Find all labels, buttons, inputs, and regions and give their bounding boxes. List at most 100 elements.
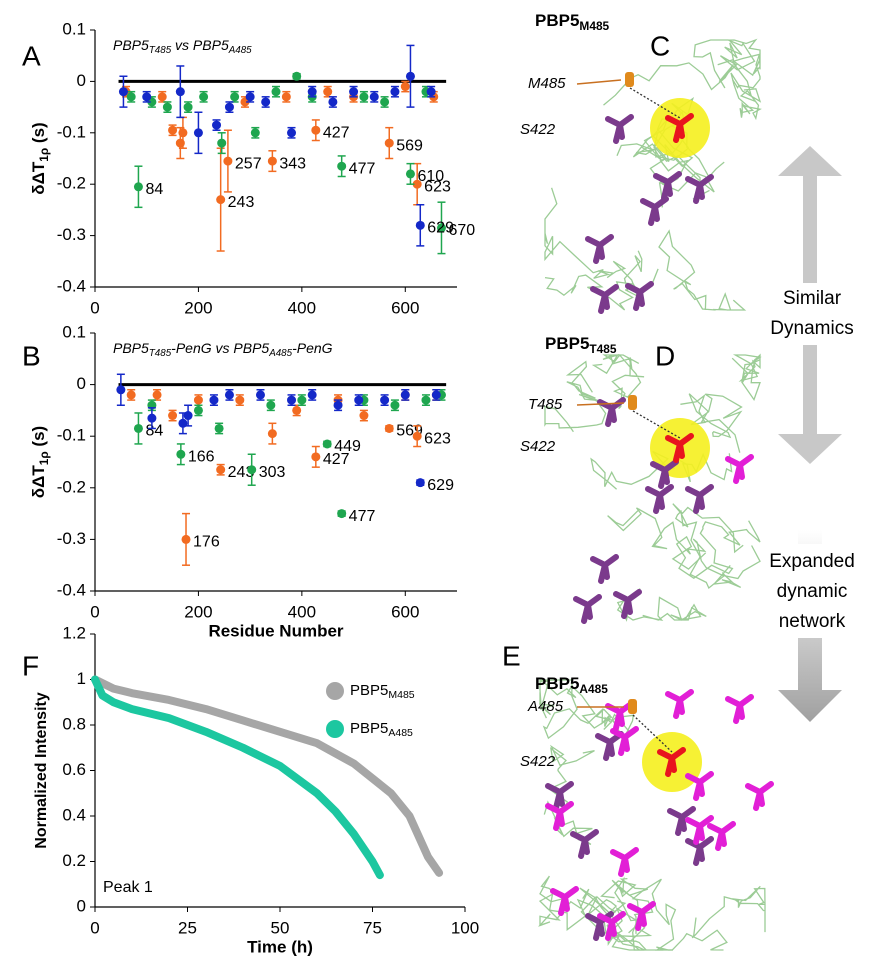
mutant-label: M485 bbox=[528, 75, 566, 92]
data-point bbox=[267, 156, 277, 166]
data-point bbox=[152, 390, 162, 400]
data-point bbox=[261, 97, 271, 107]
data-point bbox=[390, 87, 400, 97]
residue-stick bbox=[658, 467, 668, 489]
text-part: T485 bbox=[589, 342, 616, 356]
data-point bbox=[287, 128, 297, 138]
point-label: 449 bbox=[334, 438, 361, 455]
residue-stick bbox=[618, 734, 628, 756]
residue-stick bbox=[653, 492, 663, 514]
data-point bbox=[126, 92, 136, 102]
note-text: Similar bbox=[783, 288, 842, 309]
data-point bbox=[354, 395, 364, 405]
data-point bbox=[380, 97, 390, 107]
y-tick-label: -0.2 bbox=[57, 477, 86, 496]
y-tick-label: -0.4 bbox=[57, 276, 86, 295]
panel-label: C bbox=[650, 30, 670, 61]
y-tick-label: -0.4 bbox=[57, 580, 86, 599]
data-point bbox=[175, 87, 185, 97]
x-tick-label: 600 bbox=[391, 298, 419, 317]
text-part: M485 bbox=[388, 689, 414, 701]
panel-label: F bbox=[22, 650, 39, 681]
data-point bbox=[245, 92, 255, 102]
distance-line bbox=[629, 87, 681, 119]
data-point bbox=[405, 169, 415, 179]
point-label: 629 bbox=[427, 220, 454, 237]
backbone-trace bbox=[544, 187, 659, 296]
data-point bbox=[390, 400, 400, 410]
data-point bbox=[359, 411, 369, 421]
data-point bbox=[250, 128, 260, 138]
point-label: 477 bbox=[349, 160, 376, 177]
data-point bbox=[183, 102, 193, 112]
data-point bbox=[133, 182, 143, 192]
data-point bbox=[337, 509, 347, 519]
y-tick-label: 0 bbox=[77, 896, 86, 915]
data-point bbox=[380, 395, 390, 405]
data-point bbox=[400, 390, 410, 400]
text-part: 1ρ bbox=[37, 148, 51, 162]
structure-title: PBP5T485 bbox=[545, 334, 617, 356]
residue-stick bbox=[598, 292, 608, 314]
x-tick-label: 100 bbox=[451, 918, 479, 937]
site-stick bbox=[665, 755, 675, 777]
x-tick-label: 400 bbox=[288, 602, 316, 621]
data-point bbox=[193, 395, 203, 405]
residue-stick bbox=[693, 823, 703, 845]
residue-stick bbox=[621, 597, 631, 619]
y-axis-title: δΔT1ρ (s) bbox=[29, 122, 51, 194]
data-point bbox=[193, 405, 203, 415]
y-tick-label: 0.1 bbox=[62, 322, 86, 341]
data-point bbox=[281, 92, 291, 102]
data-point bbox=[168, 411, 178, 421]
data-point bbox=[126, 390, 136, 400]
site-label: S422 bbox=[520, 121, 556, 138]
data-point bbox=[292, 71, 302, 81]
residue-stick bbox=[733, 702, 743, 724]
residue-stick bbox=[593, 919, 603, 941]
point-label: 670 bbox=[448, 222, 475, 239]
panel-label: B bbox=[22, 340, 41, 371]
data-point bbox=[415, 220, 425, 230]
point-label: 243 bbox=[228, 194, 255, 211]
expanded-arrow bbox=[752, 530, 864, 722]
y-tick-label: 0.8 bbox=[62, 714, 86, 733]
data-point bbox=[235, 395, 245, 405]
backbone-trace bbox=[672, 503, 744, 590]
pointer-arrow bbox=[576, 402, 625, 406]
data-line bbox=[91, 675, 444, 877]
site-stick bbox=[673, 441, 683, 463]
site-label: S422 bbox=[520, 753, 556, 770]
residue-stick bbox=[661, 179, 671, 201]
data-point bbox=[431, 390, 441, 400]
data-point bbox=[247, 465, 257, 475]
x-tick-label: 200 bbox=[184, 298, 212, 317]
data-point bbox=[337, 161, 347, 171]
text-part: A485 bbox=[228, 45, 252, 56]
residue-stick bbox=[605, 405, 615, 427]
data-point bbox=[255, 390, 265, 400]
residue-stick bbox=[693, 844, 703, 866]
mutant-stick bbox=[628, 699, 637, 714]
text-part: PBP5 bbox=[350, 720, 388, 737]
data-point bbox=[193, 128, 203, 138]
point-label: 569 bbox=[396, 137, 423, 154]
data-point bbox=[421, 395, 431, 405]
text-part: vs PBP5 bbox=[171, 37, 229, 53]
backbone-trace bbox=[538, 679, 631, 740]
text-part: M485 bbox=[579, 19, 609, 33]
annotation: Peak 1 bbox=[103, 879, 153, 896]
legend-marker bbox=[326, 720, 344, 738]
point-label: 343 bbox=[279, 155, 306, 172]
backbone-trace bbox=[731, 353, 762, 402]
data-point bbox=[369, 92, 379, 102]
data-point bbox=[405, 71, 415, 81]
site-stick bbox=[673, 121, 683, 143]
residue-stick bbox=[598, 562, 608, 584]
text-part: -PenG bbox=[292, 340, 333, 356]
note-text: Dynamics bbox=[770, 318, 853, 339]
legend-label: PBP5A485 bbox=[350, 720, 413, 739]
data-point bbox=[415, 478, 425, 488]
y-tick-label: 0.2 bbox=[62, 851, 86, 870]
point-label: 176 bbox=[193, 534, 220, 551]
